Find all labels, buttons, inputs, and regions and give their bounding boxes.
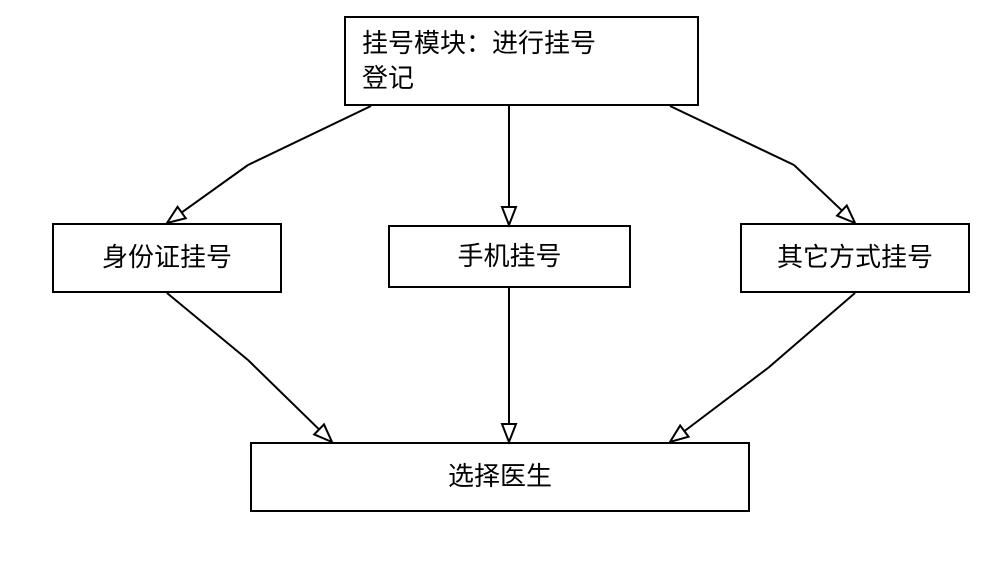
node-left: 身份证挂号 [52,223,282,293]
node-top-label: 挂号模块：进行挂号 登记 [362,26,596,96]
node-left-label: 身份证挂号 [102,240,232,275]
node-bottom-label: 选择医生 [448,459,552,494]
node-bottom: 选择医生 [250,442,750,512]
node-top: 挂号模块：进行挂号 登记 [344,16,699,106]
node-right: 其它方式挂号 [740,223,970,293]
node-mid-label: 手机挂号 [457,239,561,274]
node-right-label: 其它方式挂号 [777,240,933,275]
node-mid: 手机挂号 [388,225,631,288]
